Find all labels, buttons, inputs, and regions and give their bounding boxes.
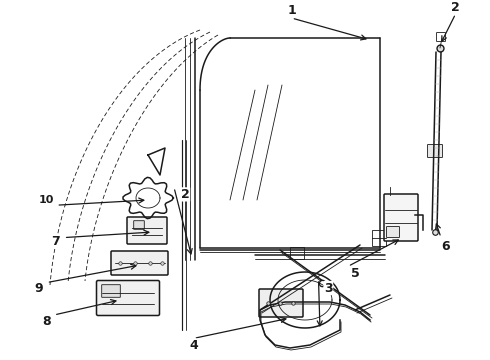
Text: 8: 8 <box>42 315 51 328</box>
Text: 1: 1 <box>287 4 296 17</box>
FancyBboxPatch shape <box>259 289 303 317</box>
FancyBboxPatch shape <box>111 251 168 275</box>
Text: 7: 7 <box>51 235 60 248</box>
Text: 2: 2 <box>181 188 190 201</box>
FancyBboxPatch shape <box>427 144 442 158</box>
FancyBboxPatch shape <box>387 226 399 238</box>
Text: 6: 6 <box>441 240 450 253</box>
FancyBboxPatch shape <box>372 230 386 246</box>
Text: 9: 9 <box>34 282 43 294</box>
FancyBboxPatch shape <box>97 280 160 315</box>
Text: 2: 2 <box>451 1 460 14</box>
FancyBboxPatch shape <box>384 194 418 241</box>
FancyBboxPatch shape <box>290 247 304 259</box>
Text: 10: 10 <box>39 195 54 205</box>
FancyBboxPatch shape <box>127 217 167 244</box>
Text: 3: 3 <box>324 282 333 294</box>
FancyBboxPatch shape <box>437 32 445 41</box>
Text: 4: 4 <box>189 339 198 352</box>
Text: 5: 5 <box>351 267 360 280</box>
FancyBboxPatch shape <box>134 221 144 229</box>
FancyBboxPatch shape <box>102 285 121 297</box>
